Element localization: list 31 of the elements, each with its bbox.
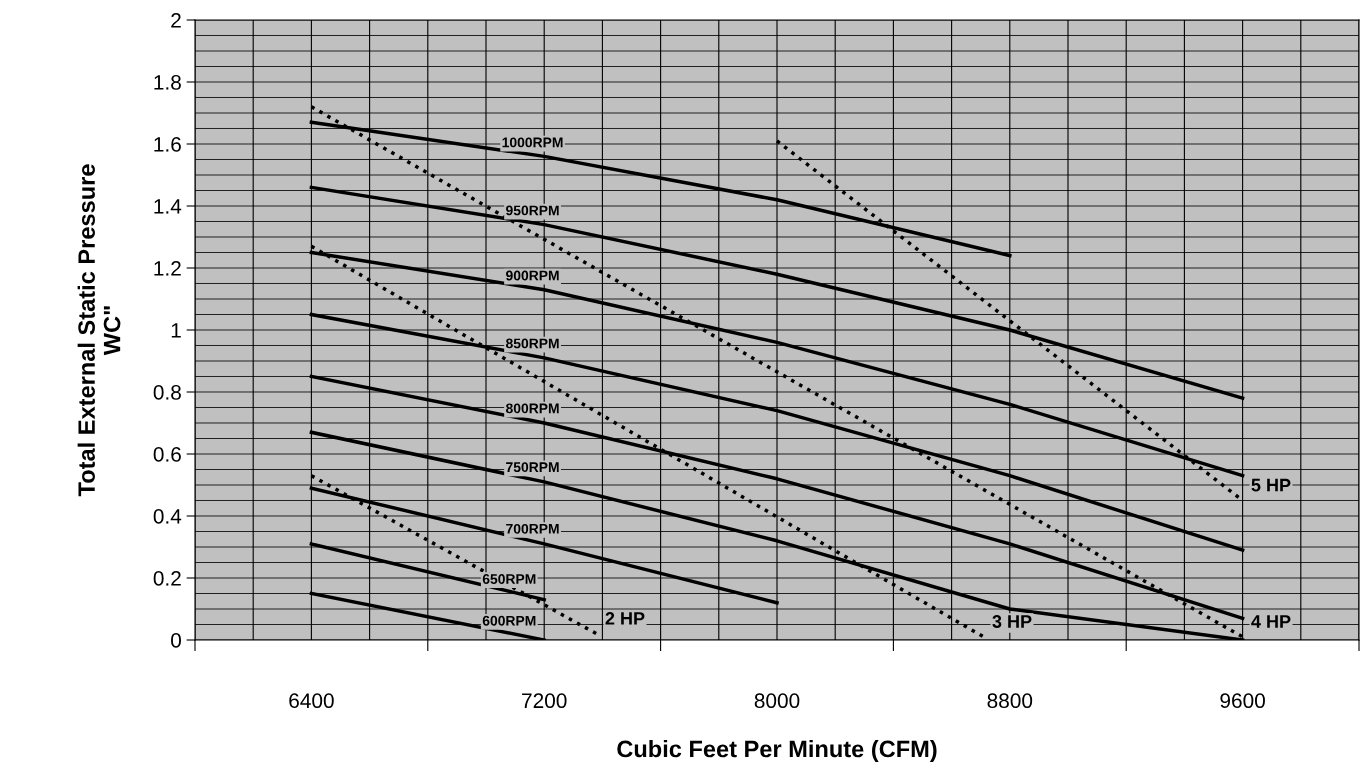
x-tick-label: 9600 xyxy=(1220,693,1265,709)
y-tick-label: 0.2 xyxy=(153,571,181,586)
y-tick-label: 1.8 xyxy=(154,75,181,90)
y-tick-label: 0 xyxy=(171,633,181,648)
series-label: 700RPM xyxy=(506,523,559,534)
y-tick-label: 2 xyxy=(171,13,181,28)
series-label: 650RPM xyxy=(482,574,536,584)
x-tick-label: 8800 xyxy=(987,693,1033,709)
y-tick-label: 0.8 xyxy=(153,385,181,400)
series-label: 950RPM xyxy=(506,205,559,216)
y-axis-title: Total External Static Pressure WC" xyxy=(77,164,121,497)
x-axis-title: Cubic Feet Per Minute (CFM) xyxy=(617,739,937,762)
series-label: 750RPM xyxy=(506,462,559,473)
y-tick-label: 1 xyxy=(171,323,181,338)
x-tick-label: 7200 xyxy=(522,693,567,709)
series-label: 900RPM xyxy=(506,270,559,281)
y-tick-label: 1.6 xyxy=(154,137,181,152)
series-label: 2 HP xyxy=(605,611,645,625)
series-label: 600RPM xyxy=(482,615,536,626)
y-tick-label: 1.2 xyxy=(154,261,181,276)
y-tick-label: 1.4 xyxy=(154,199,182,214)
y-tick-label: 0.6 xyxy=(153,447,181,462)
x-tick-label: 6400 xyxy=(289,693,334,709)
series-label: 5 HP xyxy=(1251,478,1291,492)
x-tick-label: 8000 xyxy=(754,693,800,709)
series-label: 4 HP xyxy=(1251,615,1291,628)
y-tick-label: 0.4 xyxy=(153,509,182,524)
series-label: 3 HP xyxy=(992,615,1032,628)
series-label: 850RPM xyxy=(505,338,559,349)
series-label: 1000RPM xyxy=(502,137,563,148)
series-label: 800RPM xyxy=(505,403,559,414)
